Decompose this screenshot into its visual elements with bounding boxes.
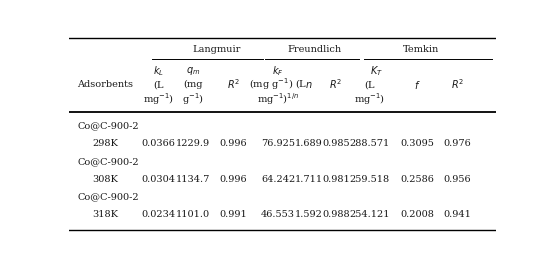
Text: 0.991: 0.991 (219, 210, 247, 219)
Text: (mg: (mg (183, 80, 202, 89)
Text: 0.2008: 0.2008 (400, 210, 434, 219)
Text: (L: (L (153, 80, 164, 89)
Text: $R^2$: $R^2$ (329, 78, 342, 91)
Text: 0.3095: 0.3095 (400, 139, 434, 148)
Text: 0.981: 0.981 (322, 175, 350, 184)
Text: 0.2586: 0.2586 (400, 175, 434, 184)
Text: $R^2$: $R^2$ (226, 78, 240, 91)
Text: Adsorbents: Adsorbents (77, 80, 133, 89)
Text: 1.689: 1.689 (295, 139, 323, 148)
Text: mg$^{-1}$)$^{1/n}$: mg$^{-1}$)$^{1/n}$ (257, 91, 299, 107)
Text: 0.0366: 0.0366 (142, 139, 175, 148)
Text: 0.0234: 0.0234 (142, 210, 176, 219)
Text: 259.518: 259.518 (350, 175, 390, 184)
Text: Co@C-900-2: Co@C-900-2 (77, 121, 139, 130)
Text: 1229.9: 1229.9 (176, 139, 210, 148)
Text: 0.941: 0.941 (444, 210, 472, 219)
Text: $R^2$: $R^2$ (451, 78, 464, 91)
Text: Langmuir: Langmuir (192, 45, 240, 54)
Text: 46.553: 46.553 (261, 210, 295, 219)
Text: (L: (L (365, 80, 375, 89)
Text: 318K: 318K (93, 210, 118, 219)
Text: Temkin: Temkin (403, 45, 439, 54)
Text: Freundlich: Freundlich (288, 45, 342, 54)
Text: Co@C-900-2: Co@C-900-2 (77, 193, 139, 202)
Text: (mg g$^{-1}$) (L: (mg g$^{-1}$) (L (249, 77, 307, 92)
Text: 0.985: 0.985 (322, 139, 349, 148)
Text: 298K: 298K (93, 139, 118, 148)
Text: 0.996: 0.996 (219, 175, 247, 184)
Text: Co@C-900-2: Co@C-900-2 (77, 157, 139, 166)
Text: $f$: $f$ (414, 79, 420, 91)
Text: 0.988: 0.988 (322, 210, 349, 219)
Text: $k_F$: $k_F$ (272, 64, 284, 78)
Text: 76.925: 76.925 (261, 139, 295, 148)
Text: 64.242: 64.242 (261, 175, 295, 184)
Text: 0.0304: 0.0304 (142, 175, 176, 184)
Text: $n$: $n$ (305, 80, 312, 89)
Text: mg$^{-1}$): mg$^{-1}$) (354, 91, 386, 107)
Text: mg$^{-1}$): mg$^{-1}$) (143, 91, 174, 107)
Text: 0.996: 0.996 (219, 139, 247, 148)
Text: $K_T$: $K_T$ (370, 64, 383, 78)
Text: 1101.0: 1101.0 (176, 210, 210, 219)
Text: 308K: 308K (93, 175, 118, 184)
Text: 1134.7: 1134.7 (176, 175, 210, 184)
Text: 254.121: 254.121 (350, 210, 390, 219)
Text: $q_m$: $q_m$ (186, 65, 200, 77)
Text: 0.956: 0.956 (444, 175, 471, 184)
Text: $k_L$: $k_L$ (153, 64, 164, 78)
Text: 1.711: 1.711 (295, 175, 323, 184)
Text: 0.976: 0.976 (444, 139, 471, 148)
Text: 1.592: 1.592 (295, 210, 323, 219)
Text: 288.571: 288.571 (350, 139, 390, 148)
Text: g$^{-1}$): g$^{-1}$) (182, 91, 204, 107)
